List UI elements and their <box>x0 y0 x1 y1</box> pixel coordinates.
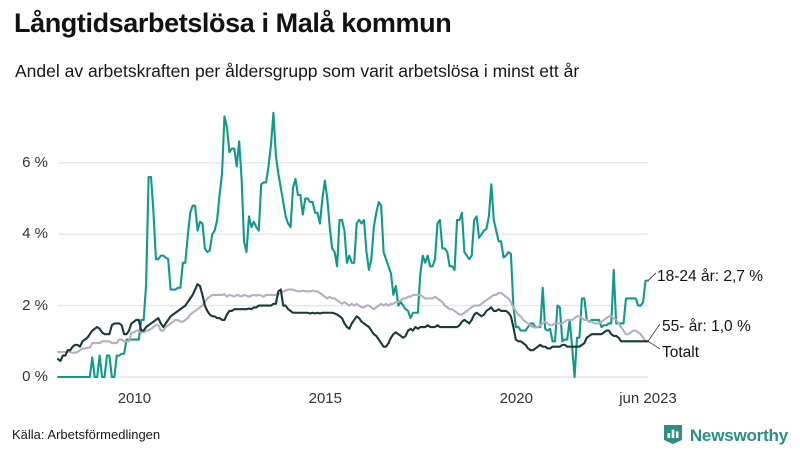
series-line <box>56 111 650 379</box>
y-tick-label: 2 % <box>22 296 48 314</box>
series-line <box>56 288 650 354</box>
series-label-18-24: 18-24 år: 2,7 % <box>657 268 763 285</box>
leader-line <box>647 323 661 342</box>
x-tick-label: 2015 <box>308 390 342 407</box>
series-label-55plus: 55- år: 1,0 % <box>662 318 751 335</box>
y-tick-label: 0 % <box>22 368 48 385</box>
leader-lines <box>647 272 661 350</box>
page-title: Långtidsarbetslösa i Malå kommun <box>14 8 452 38</box>
y-tick-label: 4 % <box>22 225 48 243</box>
gridlines <box>58 162 648 378</box>
leader-line <box>647 272 657 281</box>
series-line <box>56 283 650 362</box>
bar-chart-icon <box>662 423 684 450</box>
source-note: Källa: Arbetsförmedlingen <box>12 427 161 442</box>
brand-name: Newsworthy <box>689 426 788 445</box>
series-lines <box>56 111 650 379</box>
x-tick-label: 2010 <box>117 390 152 407</box>
plot-area <box>0 95 800 395</box>
chart-subtitle: Andel av arbetskraften per åldersgrupp s… <box>15 61 580 81</box>
y-tick-label: 6 % <box>22 153 48 171</box>
line-chart-svg <box>56 111 661 379</box>
x-tick-label: 2020 <box>499 390 533 407</box>
brand-logo: Newsworthy <box>662 423 788 449</box>
series-label-totalt: Totalt <box>662 344 700 361</box>
leader-line <box>647 340 661 350</box>
x-tick-label: jun 2023 <box>619 390 677 407</box>
